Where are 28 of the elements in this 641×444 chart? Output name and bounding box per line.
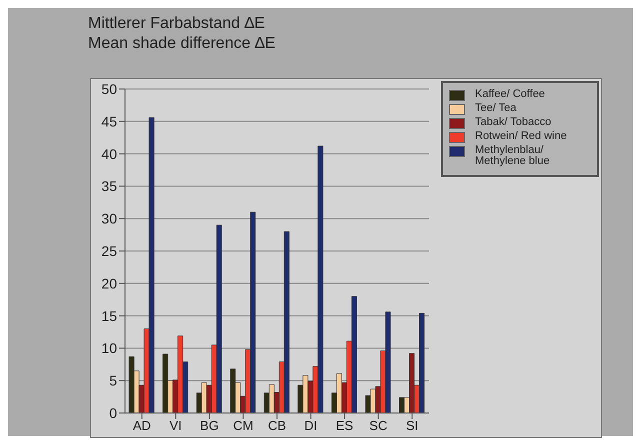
y-tick-label: 35 bbox=[101, 178, 118, 194]
y-tick-label: 5 bbox=[109, 372, 118, 389]
chart-subtitle: Mean shade difference ∆E bbox=[88, 34, 276, 54]
bar bbox=[162, 354, 168, 413]
x-tick-label: CB bbox=[268, 418, 286, 434]
legend-label: Kaffee/ Coffee bbox=[475, 88, 546, 100]
y-tick-label: 15 bbox=[101, 308, 118, 324]
legend-label: Rotwein/ Red wine bbox=[475, 130, 568, 142]
x-tick-label: ES bbox=[336, 418, 354, 434]
x-tick-label: DI bbox=[304, 418, 318, 434]
y-tick-label: 40 bbox=[101, 146, 118, 162]
legend-label: Methylenblau/ Methylene blue bbox=[475, 144, 551, 167]
x-tick-label: CM bbox=[233, 418, 254, 434]
x-tick-label: AD bbox=[132, 418, 151, 434]
x-tick-label: SI bbox=[406, 418, 418, 434]
y-tick-label: 20 bbox=[101, 275, 118, 292]
chart-title: Mittlerer Farbabstand ∆E bbox=[88, 14, 266, 34]
x-tick-label: BG bbox=[200, 418, 219, 434]
legend-label: Tee/ Tea bbox=[475, 102, 518, 114]
x-tick-label: VI bbox=[170, 418, 182, 434]
y-tick-label: 10 bbox=[101, 340, 118, 356]
y-tick-label: 25 bbox=[101, 242, 118, 259]
legend-label: Tabak/ Tobacco bbox=[475, 116, 552, 128]
y-tick-label: 30 bbox=[101, 210, 118, 227]
y-tick-label: 45 bbox=[101, 113, 118, 130]
x-tick-label: SC bbox=[369, 418, 388, 434]
y-tick-label: 0 bbox=[109, 404, 118, 421]
y-tick-label: 50 bbox=[101, 80, 118, 97]
